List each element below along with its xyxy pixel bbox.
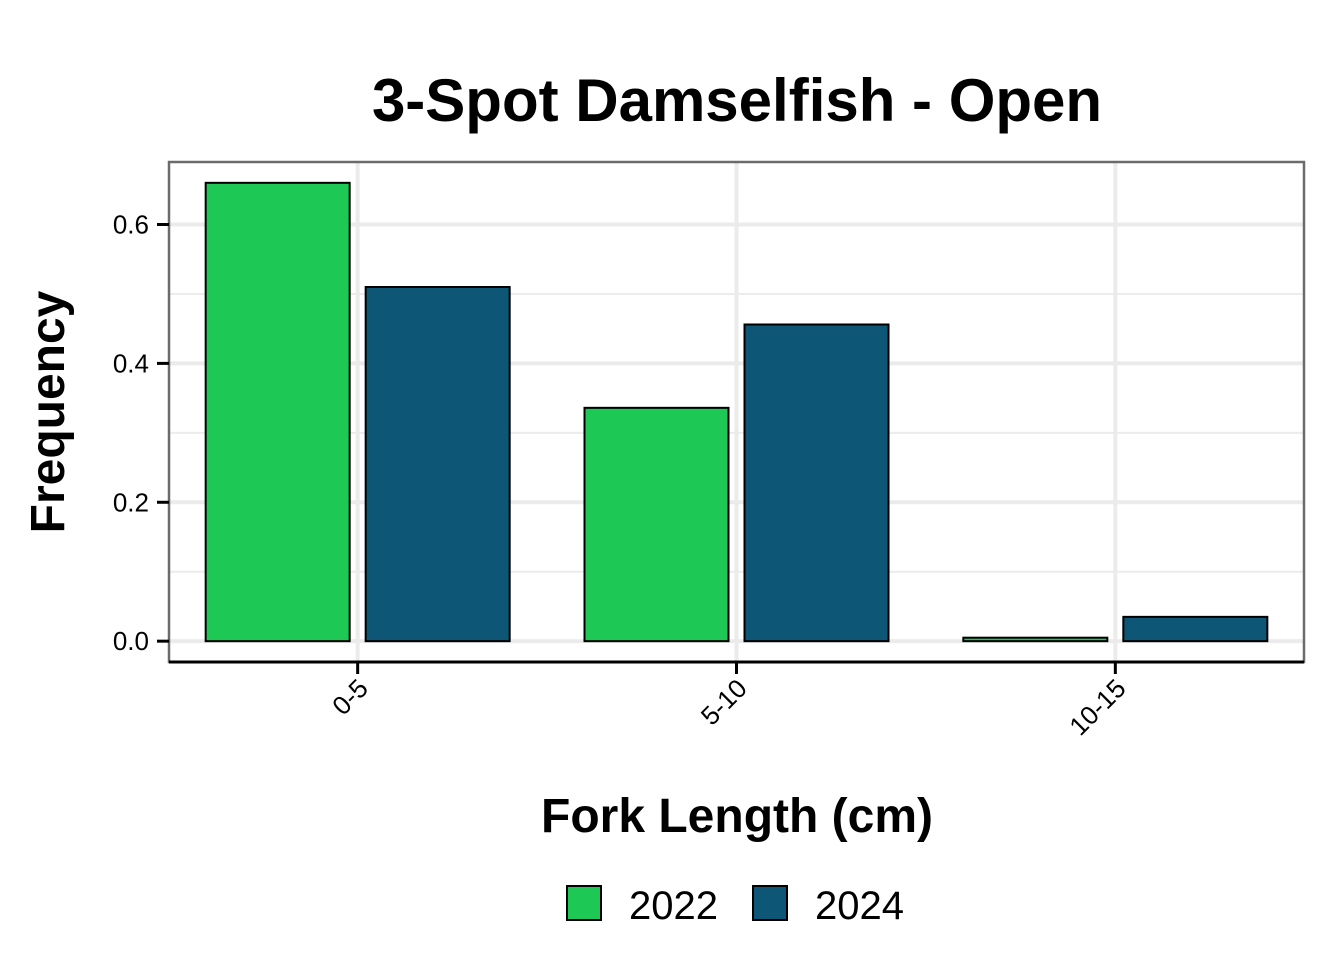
bar-2024-0-5 bbox=[364, 286, 511, 643]
chart-title: 3-Spot Damselfish - Open bbox=[372, 67, 1102, 134]
bar-2022-0-5 bbox=[204, 181, 351, 643]
y-tick-label: 0.2 bbox=[113, 487, 149, 517]
legend: 2022 2024 bbox=[566, 884, 904, 928]
y-tick-label: 0.4 bbox=[113, 348, 149, 378]
legend-swatch-2022 bbox=[566, 885, 602, 921]
legend-label-2022: 2022 bbox=[629, 884, 718, 928]
bar-2022-10-15 bbox=[962, 636, 1109, 643]
y-axis: 0.0 0.2 0.4 0.6 bbox=[113, 210, 169, 656]
bars bbox=[204, 181, 1269, 643]
y-tick-label: 0.6 bbox=[113, 210, 149, 240]
y-tick-label: 0.0 bbox=[113, 626, 149, 656]
bar-2024-5-10 bbox=[743, 323, 890, 643]
y-axis-title: Frequency bbox=[22, 290, 75, 533]
bar-2022-5-10 bbox=[583, 406, 730, 643]
legend-label-2024: 2024 bbox=[815, 884, 904, 928]
x-axis-title: Fork Length (cm) bbox=[541, 790, 933, 843]
grid-lines bbox=[169, 162, 1304, 662]
bar-2024-10-15 bbox=[1122, 615, 1269, 643]
legend-swatch-2024 bbox=[752, 885, 788, 921]
